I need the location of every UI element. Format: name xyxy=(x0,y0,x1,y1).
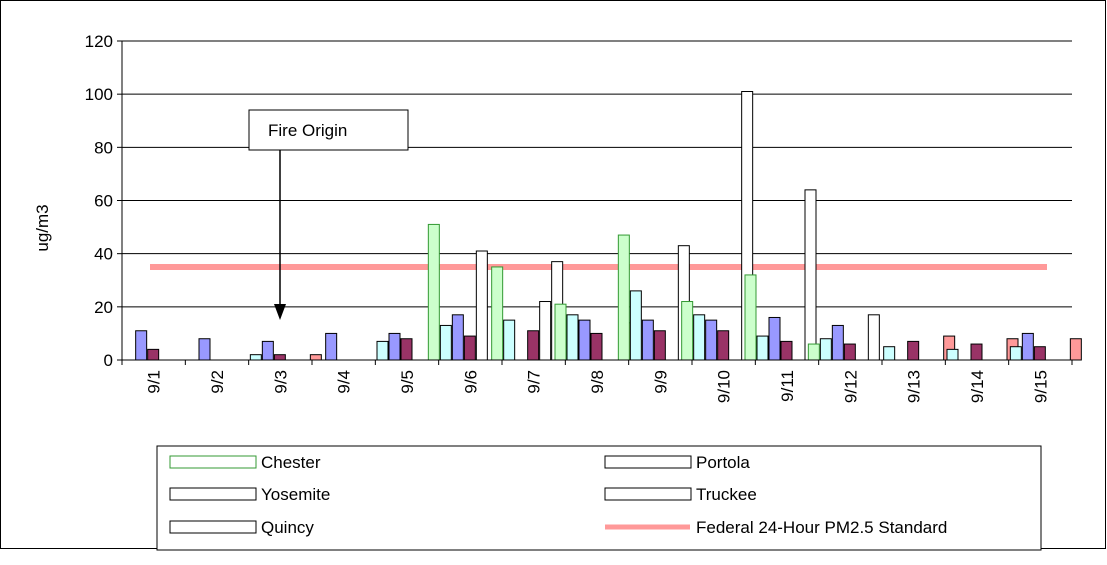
bar-yosemite xyxy=(325,332,338,361)
bar-yosemite xyxy=(1021,332,1034,361)
x-tick-label: 9/4 xyxy=(335,370,354,394)
bar-truckee xyxy=(463,335,476,361)
bar-truckee xyxy=(653,330,666,361)
annotation-box xyxy=(248,109,409,151)
y-tick-label: 80 xyxy=(94,138,113,157)
bar-portola xyxy=(946,348,959,361)
bar-truckee xyxy=(527,330,540,361)
x-tick-label: 9/7 xyxy=(525,370,544,394)
bar-portola xyxy=(883,346,896,361)
bar-truckee xyxy=(400,338,413,361)
x-tick-label: 9/11 xyxy=(778,370,797,402)
bar-chester xyxy=(681,301,694,361)
bar-portola xyxy=(376,340,389,361)
bar-quincy xyxy=(539,301,552,361)
bar-yosemite xyxy=(135,330,148,361)
x-tick-label: 9/2 xyxy=(208,370,227,394)
bar-quincy xyxy=(475,250,488,361)
bar-extra-series xyxy=(867,314,880,361)
bar-truckee xyxy=(590,332,603,361)
y-tick-label: 0 xyxy=(104,351,113,370)
legend-swatch-chester xyxy=(169,455,257,469)
bar-yosemite xyxy=(641,319,654,361)
bar-yosemite xyxy=(578,319,591,361)
bar-truckee xyxy=(970,343,983,361)
y-axis-label: ug/m3 xyxy=(33,204,52,251)
legend-label-truckee: Truckee xyxy=(696,485,757,504)
bar-portola xyxy=(503,319,516,361)
bar-chester xyxy=(491,266,504,361)
x-tick-label: 9/3 xyxy=(271,370,290,394)
bar-truckee xyxy=(907,340,920,361)
axes-group: 0 20 40 60 80 100 120 9/1 9/2 9/3 9/4 9/5 9/6 9/7 9/8 9… xyxy=(85,32,1073,403)
x-tick-label: 9/15 xyxy=(1031,370,1050,403)
x-tick-label: 9/12 xyxy=(841,370,860,403)
bar-truckee xyxy=(1033,346,1046,361)
bar-chester xyxy=(427,223,440,361)
x-tick-label: 9/10 xyxy=(715,370,734,403)
bar-truckee xyxy=(147,348,160,361)
y-tick-label: 120 xyxy=(85,32,113,51)
legend-label-portola: Portola xyxy=(696,453,750,472)
bars-group xyxy=(135,91,1082,361)
bar-truckee xyxy=(717,330,730,361)
x-tick-label: 9/5 xyxy=(398,370,417,394)
bar-portola xyxy=(249,354,262,361)
x-tick-label: 9/6 xyxy=(461,370,480,394)
bar-yosemite xyxy=(768,316,781,361)
bar-yosemite xyxy=(705,319,718,361)
x-tick-label: 9/14 xyxy=(968,370,987,403)
bar-yosemite xyxy=(261,340,274,361)
bar-portola xyxy=(439,324,452,361)
legend-label-yosemite: Yosemite xyxy=(261,485,330,504)
bar-yosemite xyxy=(451,314,464,361)
bar-portola xyxy=(693,314,706,361)
bar-yosemite xyxy=(831,324,844,361)
bar-extra-series xyxy=(804,189,817,361)
bar-truckee xyxy=(780,340,793,361)
bar-extra-series xyxy=(1069,338,1082,361)
bar-yosemite xyxy=(388,332,401,361)
legend-border xyxy=(156,445,1042,551)
x-tick-label: 9/9 xyxy=(651,370,670,394)
annotation-arrow-head xyxy=(274,304,286,320)
bar-portola xyxy=(1009,346,1022,361)
bar-truckee xyxy=(843,343,856,361)
bar-portola xyxy=(756,335,769,361)
fire-origin-annotation: Fire Origin xyxy=(248,109,409,320)
legend-swatch-yosemite xyxy=(169,487,257,501)
annotation-text: Fire Origin xyxy=(268,121,347,140)
bar-portola xyxy=(629,290,642,361)
bar-chester xyxy=(554,303,567,361)
legend: Chester Portola Yosemite Truckee Quincy Feder… xyxy=(156,445,1042,551)
bar-portola xyxy=(819,338,832,361)
x-tick-label: 9/13 xyxy=(905,370,924,403)
legend-swatch-portola xyxy=(604,455,692,469)
bar-chester xyxy=(744,274,757,361)
x-tick-label: 9/1 xyxy=(145,370,164,394)
legend-label-quincy: Quincy xyxy=(261,518,314,537)
legend-swatch-truckee xyxy=(604,487,692,501)
bar-chester xyxy=(617,234,630,361)
y-tick-label: 100 xyxy=(85,85,113,104)
y-tick-label: 20 xyxy=(94,298,113,317)
legend-label-chester: Chester xyxy=(261,453,321,472)
bar-truckee xyxy=(273,354,286,361)
legend-label-federal-24-hour-pm2-5-standard: Federal 24-Hour PM2.5 Standard xyxy=(696,518,947,537)
bar-chester xyxy=(807,343,820,361)
y-tick-label: 40 xyxy=(94,245,113,264)
x-tick-label: 9/8 xyxy=(588,370,607,394)
bar-extra-series xyxy=(309,354,322,361)
legend-swatch-quincy xyxy=(169,520,257,534)
bar-portola xyxy=(566,314,579,361)
y-tick-label: 60 xyxy=(94,192,113,211)
bar-yosemite xyxy=(198,338,211,361)
